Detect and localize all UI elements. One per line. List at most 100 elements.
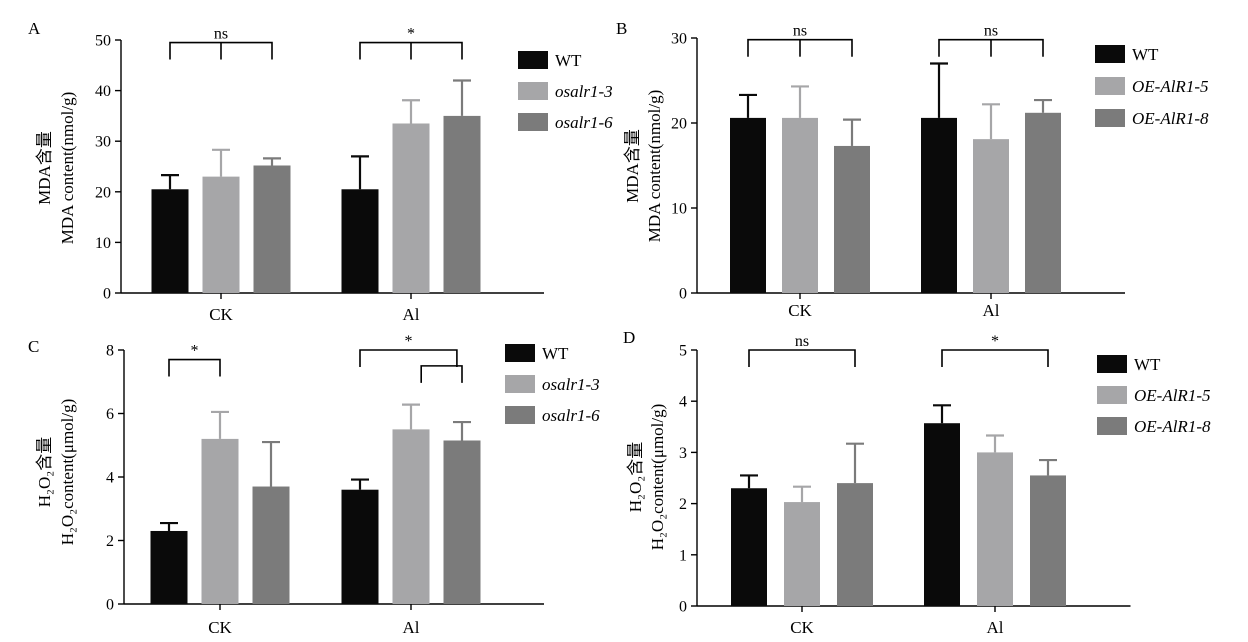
legend-label: WT [555,51,582,70]
significance-label: ns [795,333,809,350]
y-tick-label: 30 [95,134,111,151]
legend-label: WT [1134,355,1161,374]
bar [201,438,239,604]
bar [977,452,1013,606]
y-tick-label: 6 [106,406,114,423]
category-label: CK [209,305,233,324]
legend-label: OE-AlR1-8 [1134,417,1211,436]
bar [1030,475,1066,606]
bar [341,189,379,293]
bar [973,139,1009,293]
legend-label: WT [1132,45,1159,64]
y-tick-label: 0 [679,599,687,616]
y-tick-label: 20 [671,116,687,133]
y-axis-label: MDA content(nmol/g) [58,92,77,245]
y-axis-label: H₂O₂content(μmol/g) [648,404,667,551]
category-label: CK [788,301,812,320]
legend-label: osalr1-3 [555,82,613,101]
legend: WT OE-AlR1-5 OE-AlR1-8 [1097,355,1211,436]
bar [924,423,960,606]
legend-label: OE-AlR1-5 [1134,386,1210,405]
bar [443,115,481,294]
bar [921,117,957,294]
legend-swatch [1095,45,1125,63]
bar [1025,112,1061,293]
legend-swatch [1097,386,1127,404]
legend: WT osalr1-3 osalr1-6 [518,51,613,132]
legend-swatch [518,113,548,131]
legend-label: OE-AlR1-8 [1132,109,1209,128]
legend-swatch [1095,77,1125,95]
panel-letter: D [623,328,635,347]
y-tick-label: 4 [679,394,687,411]
legend-swatch [1095,109,1125,127]
panel-letter: B [616,19,627,38]
y-tick-label: 0 [106,597,114,614]
y-tick-label: 20 [95,184,111,201]
category-label: Al [403,618,420,637]
legend-swatch [1097,417,1127,435]
legend-swatch [505,406,535,424]
significance-bracket [941,349,1049,367]
bar [150,530,188,604]
y-axis-label: H₂O₂含量 [35,437,54,507]
significance-label: * [407,26,415,43]
panel-C: C 0 2 4 6 8 H₂O₂含量 H₂O₂content(μmol/g) CK Al * * WT o… [28,333,600,637]
panel-letter: C [28,337,39,356]
legend-label: osalr1-3 [542,375,600,394]
legend-label: osalr1-6 [555,113,613,132]
panel-B: B 0 10 20 30 MDA含量 MDA content(nmol/g) CK Al ns ns… [616,19,1209,320]
significance-bracket [748,349,856,367]
bar [837,483,873,606]
bar [443,440,481,604]
bar [392,429,430,604]
bar [392,123,430,294]
y-tick-label: 2 [679,496,687,513]
bar [784,502,820,606]
bar [202,176,240,293]
significance-label: ns [984,23,998,40]
significance-bracket [359,349,458,367]
bar [834,145,870,293]
significance-label: * [404,333,412,350]
panel-letter: A [28,19,41,38]
legend: WT osalr1-3 osalr1-6 [505,344,600,425]
legend-swatch [505,344,535,362]
bar [151,189,189,293]
legend: WT OE-AlR1-5 OE-AlR1-8 [1095,45,1209,128]
significance-bracket [168,358,221,377]
y-tick-label: 4 [106,470,114,487]
y-tick-label: 1 [679,547,687,564]
bar [782,117,818,294]
y-axis-label: MDA含量 [35,131,54,205]
y-tick-label: 50 [95,33,111,50]
category-label: Al [983,301,1000,320]
significance-label: * [191,343,199,360]
bar [341,489,379,604]
y-axis-label: H₂O₂含量 [626,442,645,512]
legend-swatch [518,51,548,69]
legend-label: WT [542,344,569,363]
significance-label: ns [214,26,228,43]
y-axis-label: H₂O₂content(μmol/g) [58,399,77,546]
y-tick-label: 5 [679,343,687,360]
y-tick-label: 40 [95,83,111,100]
category-label: CK [790,618,814,637]
legend-swatch [1097,355,1127,373]
y-axis-label: MDA含量 [623,129,642,203]
category-label: Al [987,618,1004,637]
y-tick-label: 30 [671,31,687,48]
y-tick-label: 0 [103,286,111,303]
legend-label: OE-AlR1-5 [1132,77,1208,96]
significance-label: * [991,333,999,350]
y-tick-label: 10 [95,235,111,252]
category-label: CK [208,618,232,637]
bar [730,117,766,294]
panel-A: A 0 10 20 30 40 50 MDA含量 MDA content(nmol/g) CK Al… [28,19,613,324]
y-tick-label: 3 [679,445,687,462]
y-tick-label: 8 [106,343,114,360]
legend-swatch [505,375,535,393]
panel-D: D 0 1 2 3 4 5 H₂O₂含量 H₂O₂content(μmol/g) CK Al ns * W… [623,328,1211,637]
legend-swatch [518,82,548,100]
y-tick-label: 0 [679,286,687,303]
